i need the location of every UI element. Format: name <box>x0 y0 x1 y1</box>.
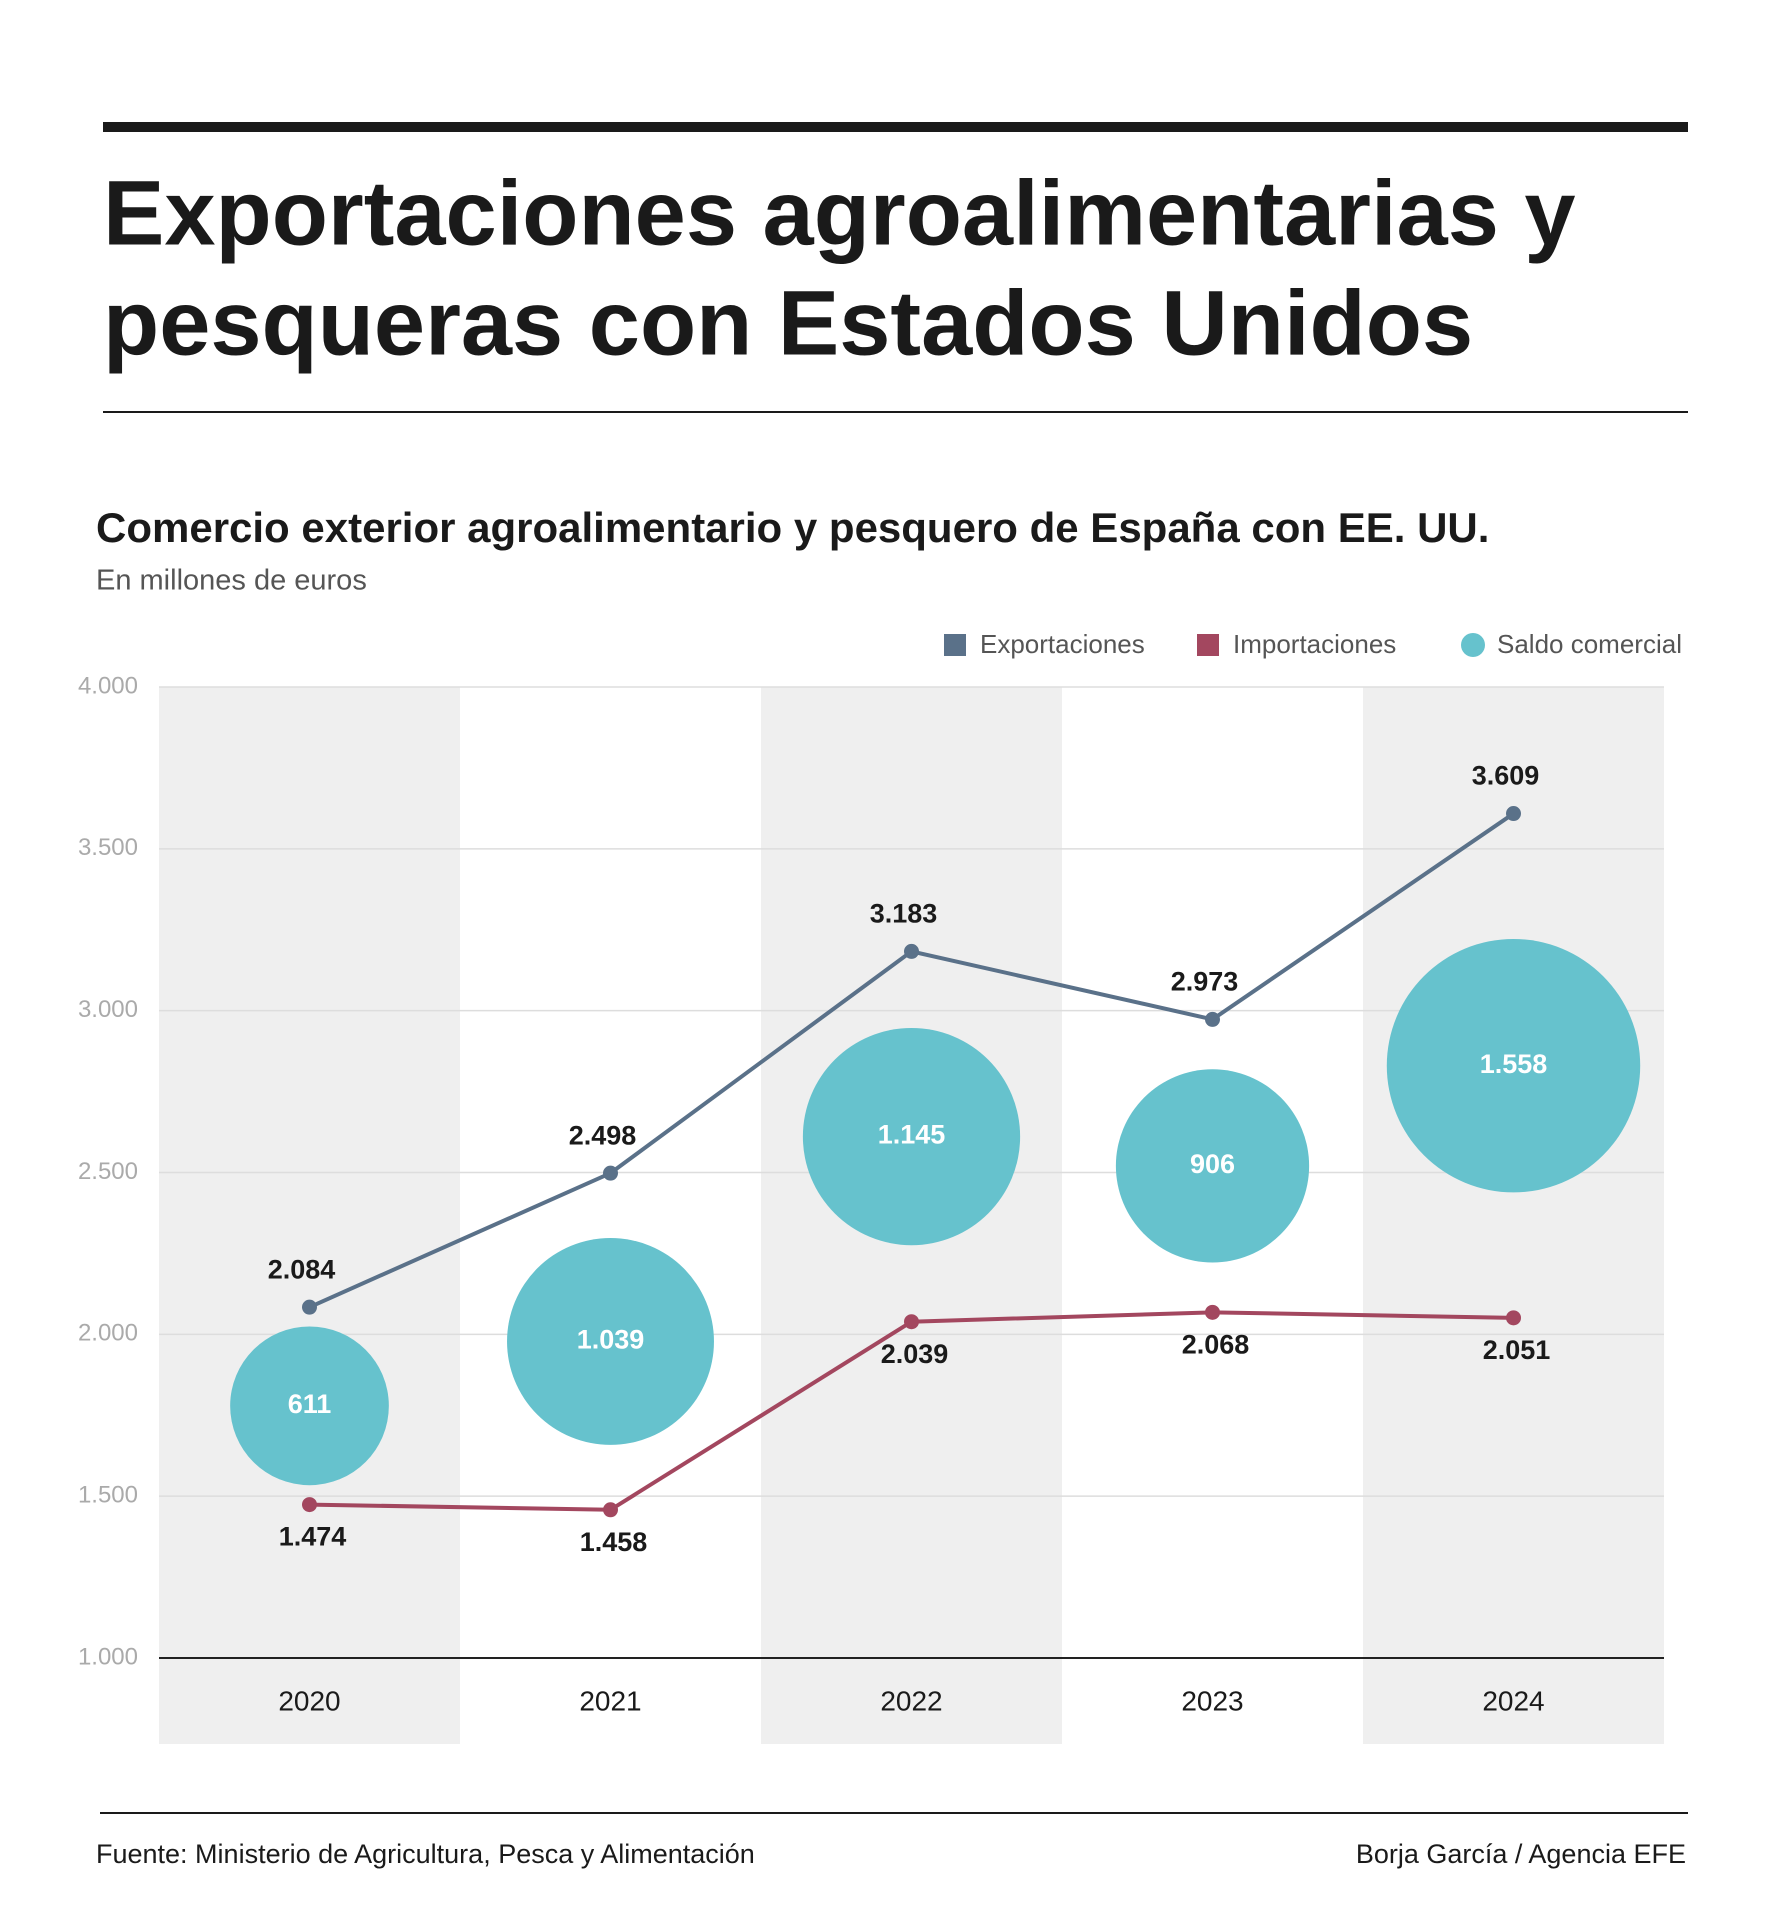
value-label: 2.498 <box>569 1120 637 1150</box>
point <box>1506 1310 1521 1326</box>
point <box>1205 1011 1220 1027</box>
bubble <box>1115 1069 1310 1263</box>
x-tick-label: 2020 <box>278 1685 340 1716</box>
value-label: 2.068 <box>1182 1329 1250 1359</box>
y-tick-label: 4.000 <box>78 672 138 699</box>
credit: Borja García / Agencia EFE <box>1356 1839 1686 1869</box>
bubble-label: 1.558 <box>1480 1049 1548 1079</box>
x-tick-label: 2022 <box>880 1685 942 1716</box>
x-tick-label: 2021 <box>579 1685 641 1716</box>
title-line: Exportaciones agroalimentarias y <box>103 162 1576 264</box>
top-rule <box>103 122 1688 132</box>
bubble-label: 1.039 <box>577 1325 645 1355</box>
y-tick-label: 1.500 <box>78 1482 138 1509</box>
point <box>603 1165 618 1181</box>
point <box>302 1299 317 1315</box>
band <box>1363 687 1664 1744</box>
bubble <box>802 1027 1021 1246</box>
bubble <box>507 1237 714 1445</box>
bubble <box>1386 938 1641 1193</box>
point <box>1506 806 1521 822</box>
point <box>302 1497 317 1513</box>
value-label: 2.039 <box>881 1339 949 1369</box>
y-tick-label: 3.000 <box>78 996 138 1023</box>
chart-title: Comercio exterior agroalimentario y pesq… <box>96 504 1489 551</box>
x-tick-label: 2024 <box>1482 1685 1544 1716</box>
value-label: 2.973 <box>1171 967 1239 997</box>
value-label: 3.183 <box>870 899 938 929</box>
y-tick-label: 3.500 <box>78 834 138 861</box>
point <box>1205 1304 1220 1320</box>
point <box>904 1314 919 1330</box>
value-label: 2.084 <box>268 1254 336 1284</box>
bubble-label: 611 <box>288 1389 332 1419</box>
title-rule <box>103 411 1688 413</box>
point <box>904 943 919 959</box>
y-tick-label: 1.000 <box>78 1643 138 1670</box>
legend-label: Importaciones <box>1233 629 1396 659</box>
point <box>603 1502 618 1518</box>
value-label: 1.458 <box>580 1527 648 1557</box>
chart-subtitle: En millones de euros <box>96 565 367 597</box>
x-tick-label: 2023 <box>1181 1685 1243 1716</box>
footer-rule <box>100 1812 1688 1814</box>
value-label: 2.051 <box>1483 1335 1551 1365</box>
legend-label: Saldo comercial <box>1497 629 1682 659</box>
legend-swatch <box>944 634 966 656</box>
value-label: 3.609 <box>1472 761 1540 791</box>
legend-swatch <box>1461 633 1485 657</box>
legend-label: Exportaciones <box>980 629 1145 659</box>
source: Fuente: Ministerio de Agricultura, Pesca… <box>96 1839 755 1869</box>
bubble-label: 906 <box>1190 1149 1235 1179</box>
title-line: pesqueras con Estados Unidos <box>103 272 1473 374</box>
y-tick-label: 2.500 <box>78 1158 138 1185</box>
bubble <box>230 1326 389 1486</box>
band <box>159 687 460 1744</box>
value-label: 1.474 <box>279 1522 347 1552</box>
legend-swatch <box>1197 634 1219 656</box>
bubble-label: 1.145 <box>878 1120 946 1150</box>
y-tick-label: 2.000 <box>78 1320 138 1347</box>
